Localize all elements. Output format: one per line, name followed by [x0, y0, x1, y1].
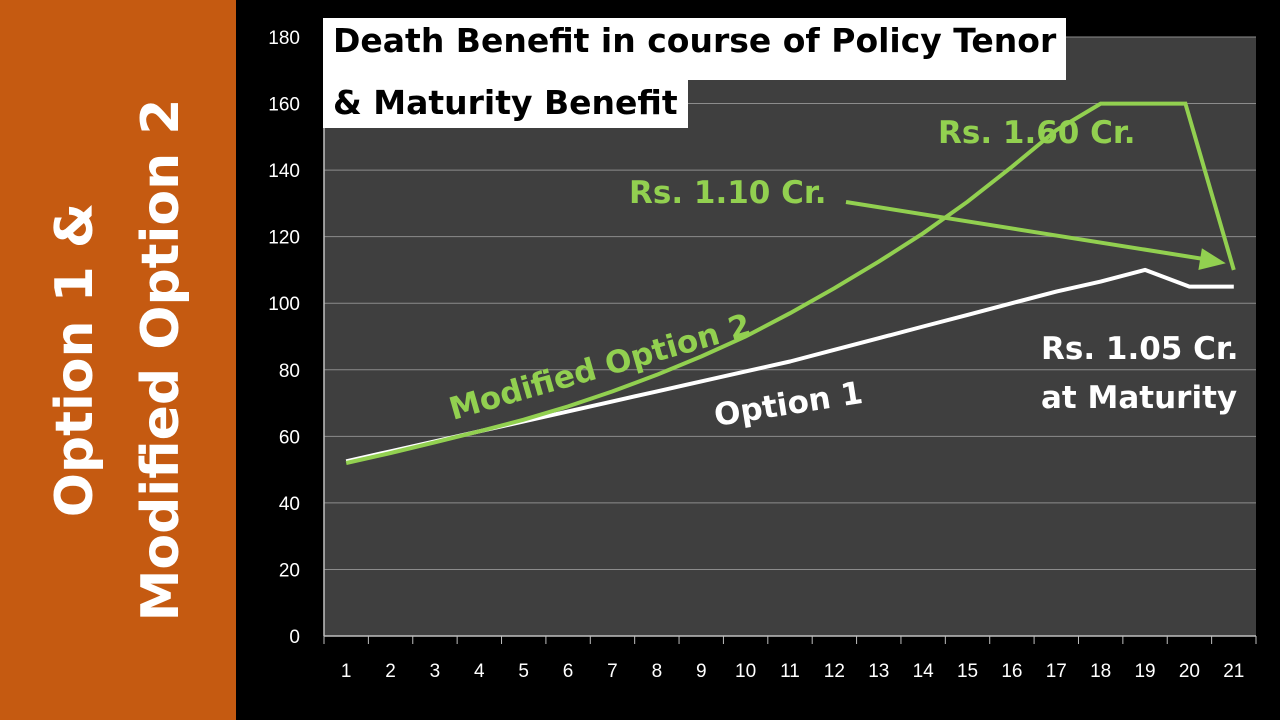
arrow-head — [1198, 248, 1226, 271]
label-rs-1-05-cr: Rs. 1.05 Cr. — [1041, 331, 1239, 367]
x-tick-label: 21 — [1223, 661, 1244, 682]
side-panel: Option 1 & Modified Option 2 — [0, 0, 236, 720]
annotation-arrows — [845, 200, 1226, 271]
x-tick-label: 6 — [563, 661, 574, 682]
x-tick-label: 4 — [474, 661, 485, 682]
x-tick-label: 15 — [957, 661, 978, 682]
y-tick-label: 120 — [268, 228, 300, 249]
y-tick-label: 20 — [279, 560, 300, 581]
side-title: Option 1 & Modified Option 2 — [32, 99, 204, 622]
x-tick-label: 11 — [780, 661, 800, 682]
chart-area: 0 20 40 60 80 100 120 140 160 180 1 2 3 4 5 6 7 8 9 10 11 12… — [236, 0, 1280, 720]
x-tick-label: 5 — [518, 661, 529, 682]
x-tick-label: 10 — [735, 661, 756, 682]
x-tick-label: 13 — [868, 661, 889, 682]
x-tick-label: 8 — [652, 661, 663, 682]
x-tick-label: 18 — [1090, 661, 1111, 682]
x-tick-label: 9 — [696, 661, 707, 682]
label-at-maturity: at Maturity — [1041, 380, 1237, 416]
chart-title-line-1: Death Benefit in course of Policy Tenor — [323, 18, 1067, 80]
x-tick-label: 19 — [1134, 661, 1155, 682]
x-tick-label: 1 — [341, 661, 352, 682]
x-tick-label: 16 — [1001, 661, 1022, 682]
arrow-line — [845, 200, 1213, 263]
x-axis-ticks: 1 2 3 4 5 6 7 8 9 10 11 12 13 14 15 16 17 18 19 20 21 — [323, 636, 1257, 682]
series-lines — [345, 101, 1236, 465]
y-tick-label: 140 — [268, 161, 300, 182]
x-tick-label: 17 — [1046, 661, 1067, 682]
chart-title-line-2: & Maturity Benefit — [323, 80, 688, 128]
x-tick-label: 7 — [607, 661, 618, 682]
x-tick-label: 14 — [913, 661, 935, 682]
y-axis-ticks: 0 20 40 60 80 100 120 140 160 180 — [268, 28, 300, 648]
y-tick-label: 0 — [289, 627, 300, 648]
y-tick-label: 80 — [279, 361, 300, 382]
y-tick-label: 180 — [268, 28, 300, 49]
series-line-modified-option-2 — [345, 101, 1236, 465]
label-rs-1-60-cr: Rs. 1.60 Cr. — [938, 115, 1136, 151]
label-rs-1-10-cr: Rs. 1.10 Cr. — [629, 175, 827, 211]
y-tick-label: 100 — [268, 294, 300, 315]
x-tick-label: 3 — [430, 661, 441, 682]
y-tick-label: 160 — [268, 95, 300, 116]
plot-background — [324, 37, 1256, 636]
y-tick-label: 60 — [279, 427, 300, 448]
side-title-line-2: Modified Option 2 — [131, 98, 191, 622]
side-title-line-1: Option 1 & — [45, 202, 105, 518]
x-tick-label: 2 — [385, 661, 396, 682]
x-tick-label: 12 — [824, 661, 845, 682]
x-tick-label: 20 — [1179, 661, 1200, 682]
y-tick-label: 40 — [279, 494, 300, 515]
